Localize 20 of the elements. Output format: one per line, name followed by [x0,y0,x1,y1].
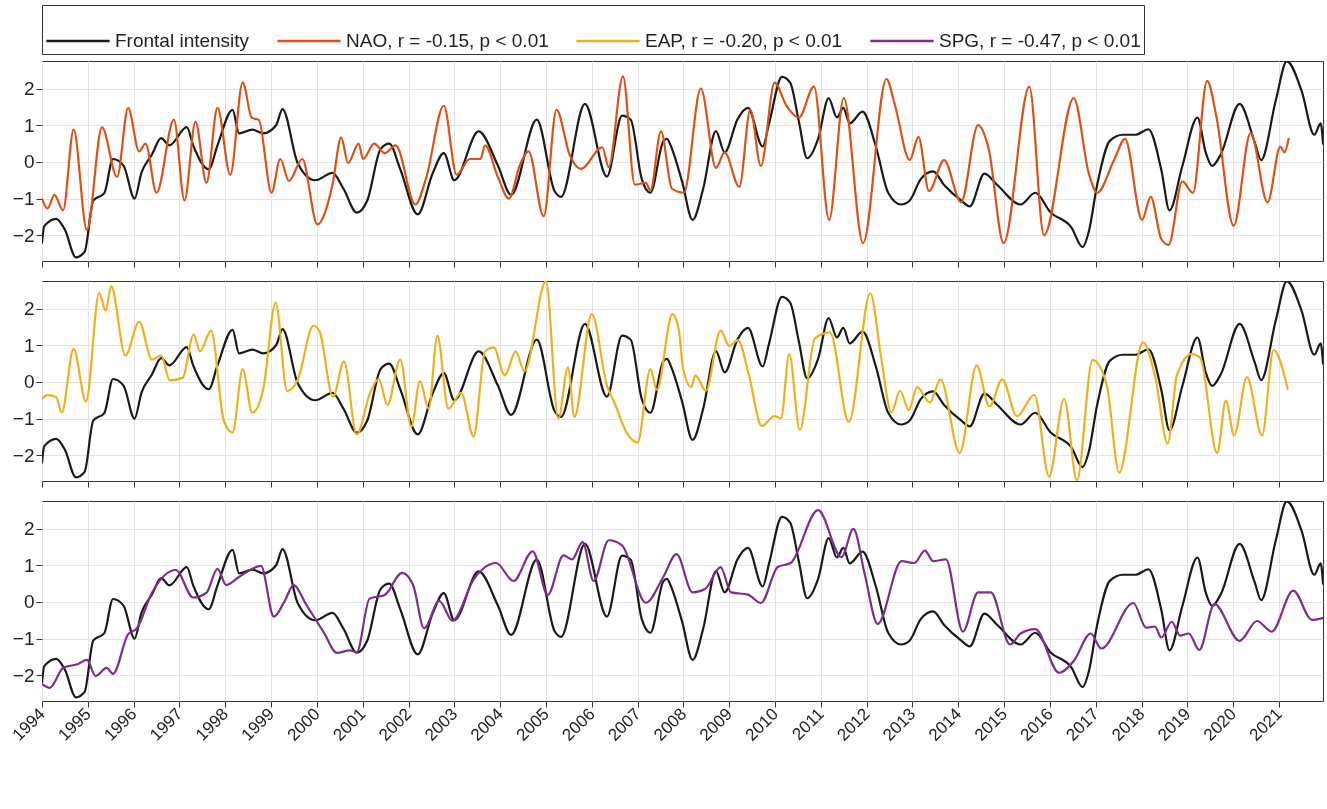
y-tick-label: 1 [23,114,35,136]
y-tick-label: 1 [23,334,35,356]
legend-label: SPG, r = -0.47, p < 0.01 [939,30,1141,51]
legend-label: NAO, r = -0.15, p < 0.01 [346,30,549,51]
y-tick-label: 1 [23,554,35,576]
y-tick-label: 2 [23,78,35,100]
y-tick-label: 2 [23,298,35,320]
line-series [42,75,1290,246]
y-tick-label: −1 [12,628,35,650]
y-tick-label: 0 [23,151,35,173]
y-tick-label: −1 [12,188,35,210]
y-tick-label: 0 [23,371,35,393]
y-tick-label: 0 [23,591,35,613]
legend-label: Frontal intensity [115,30,250,51]
y-tick-label: 2 [23,518,35,540]
legend-label: EAP, r = -0.20, p < 0.01 [645,30,843,51]
y-tick-label: −2 [12,444,35,466]
y-tick-label: −2 [12,664,35,686]
y-tick-label: −1 [12,408,35,430]
y-tick-label: −2 [12,224,35,246]
